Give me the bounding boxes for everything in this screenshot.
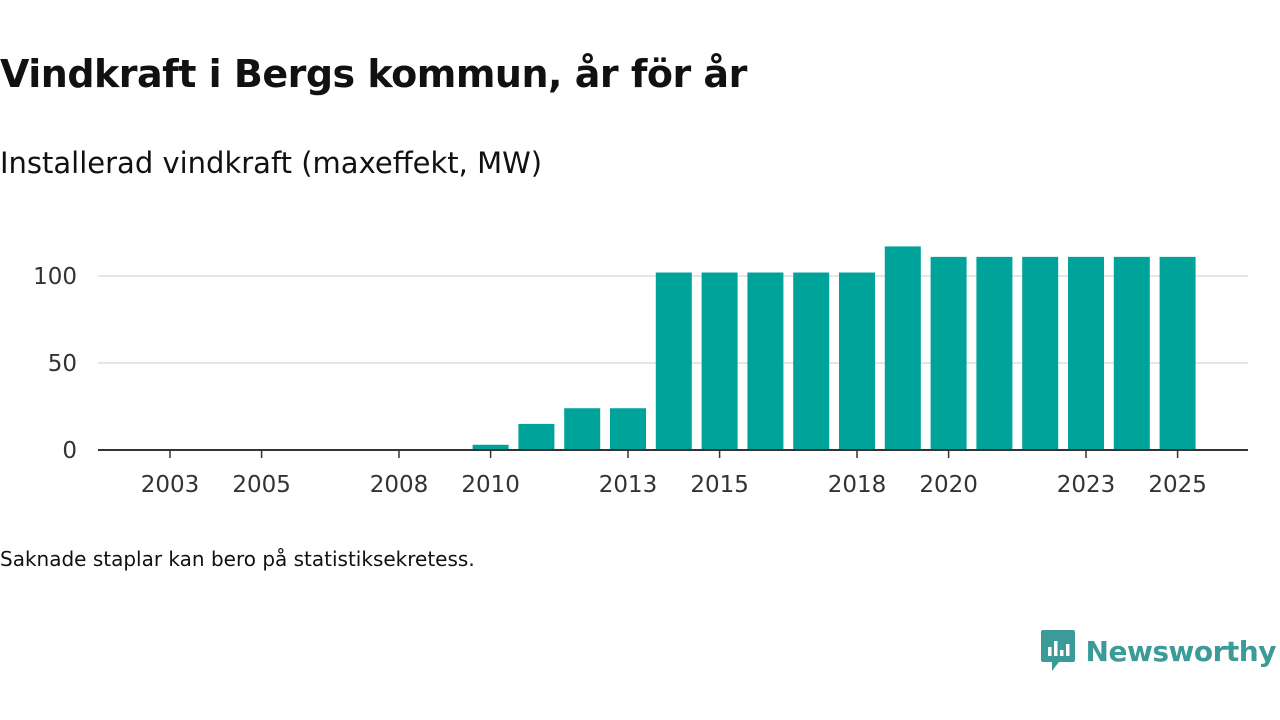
x-tick-label: 2010: [461, 472, 520, 498]
bar-2021[interactable]: [976, 256, 1013, 450]
x-tick-label: 2015: [690, 472, 749, 498]
x-tick-label: 2023: [1057, 472, 1116, 498]
bar-2013[interactable]: [610, 408, 646, 450]
bar-2014[interactable]: [655, 272, 692, 450]
bar-2024[interactable]: [1113, 256, 1150, 450]
y-tick-label: 50: [48, 351, 77, 377]
x-tick-label: 2018: [828, 472, 887, 498]
newsworthy-logo-text: Newsworthy: [1085, 634, 1277, 668]
bar-2025[interactable]: [1159, 256, 1196, 450]
bar-2015[interactable]: [701, 272, 738, 450]
chart-subtitle: Installerad vindkraft (maxeffekt, MW): [0, 146, 543, 180]
bar-2016[interactable]: [747, 272, 784, 450]
bar-2020[interactable]: [930, 256, 967, 450]
bar-2018[interactable]: [839, 272, 875, 450]
x-tick-label: 2008: [370, 472, 429, 498]
x-tick-label: 2020: [919, 472, 978, 498]
newsworthy-logo[interactable]: Newsworthy: [1040, 628, 1277, 674]
x-axis-ticks: 2003 2005 2008 2010 2013 2015 2018 2020 2023 2025: [141, 450, 1207, 498]
y-tick-label: 100: [33, 264, 77, 290]
footnote: Saknade staplar kan bero på statistiksek…: [0, 547, 475, 571]
bar-2011[interactable]: [518, 423, 555, 450]
x-tick-label: 2005: [232, 472, 291, 498]
bar-2019[interactable]: [884, 246, 921, 450]
chart-title: Vindkraft i Bergs kommun, år för år: [0, 52, 747, 96]
bars: [472, 246, 1196, 450]
bar-2017[interactable]: [793, 272, 830, 450]
y-tick-label: 0: [62, 438, 77, 464]
bar-2023[interactable]: [1068, 256, 1104, 450]
bar-2012[interactable]: [564, 408, 601, 450]
x-tick-label: 2013: [599, 472, 658, 498]
bar-2022[interactable]: [1022, 256, 1059, 450]
x-tick-label: 2025: [1148, 472, 1207, 498]
x-tick-label: 2003: [141, 472, 200, 498]
y-axis-ticks: 0 50 100: [33, 264, 77, 464]
newsworthy-logo-icon: [1040, 630, 1075, 671]
bar-2010[interactable]: [472, 444, 509, 450]
